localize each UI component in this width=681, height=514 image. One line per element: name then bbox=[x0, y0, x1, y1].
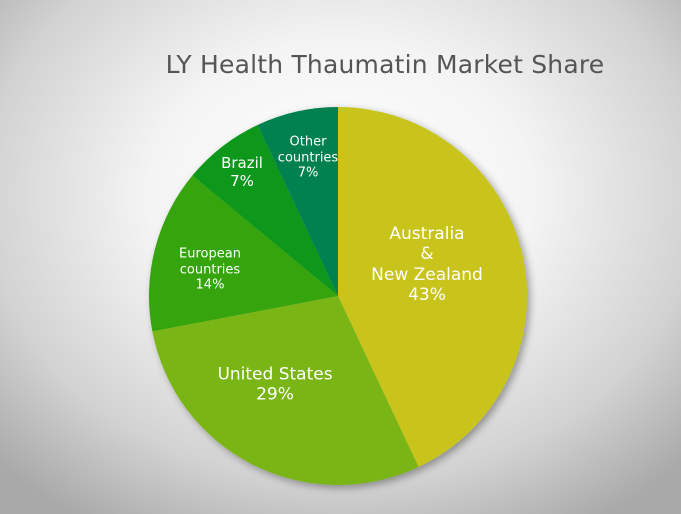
label-value: 43% bbox=[408, 285, 446, 306]
label-united-states: United States 29% bbox=[217, 365, 332, 406]
label-other-countries: Other countries 7% bbox=[278, 135, 338, 182]
label-line: Brazil bbox=[221, 154, 263, 172]
label-line: & bbox=[420, 244, 434, 265]
label-line: New Zealand bbox=[371, 265, 483, 285]
pie-slice-brazil bbox=[192, 124, 338, 296]
label-value: 29% bbox=[256, 385, 294, 405]
label-value: 7% bbox=[297, 165, 319, 181]
label-brazil: Brazil 7% bbox=[221, 154, 263, 190]
chart-title: LY Health Thaumatin Market Share bbox=[165, 50, 605, 79]
pie-slice-european-countries bbox=[148, 175, 338, 332]
label-line: Australia bbox=[389, 224, 465, 245]
label-line: United States bbox=[217, 364, 333, 385]
label-line: countries bbox=[179, 262, 241, 278]
label-value: 14% bbox=[195, 277, 225, 293]
label-value: 7% bbox=[230, 172, 254, 190]
label-european-countries: European countries 14% bbox=[179, 247, 241, 294]
label-line: European bbox=[179, 246, 241, 262]
label-australia-nz: Australia & New Zealand 43% bbox=[371, 224, 483, 306]
label-line: countries bbox=[277, 150, 339, 166]
pie-slice-united-states bbox=[152, 296, 419, 485]
pie-slice-australia-new-zealand bbox=[338, 107, 527, 468]
pie-slice-other-countries bbox=[257, 107, 338, 296]
label-line: Other bbox=[289, 134, 327, 150]
